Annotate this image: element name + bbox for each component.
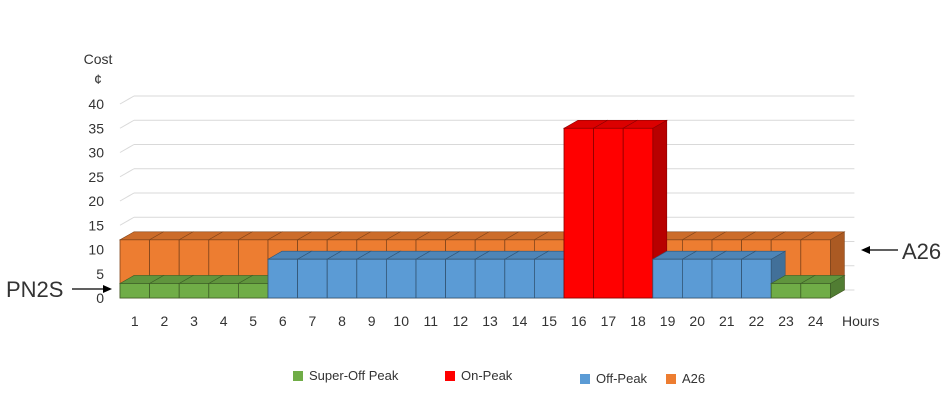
bar-front [534,258,565,299]
gridline-depth [119,216,135,226]
y-tick-label: 15 [88,217,104,233]
gridline-depth [119,119,135,129]
bar-front [208,283,239,299]
legend-label: Off-Peak [596,371,648,386]
y-axis-unit: ¢ [94,71,102,87]
annotation-a26: A26 [902,239,941,264]
x-tick-label: 18 [630,313,646,329]
bar-front [297,258,328,299]
legend-swatch [580,373,590,384]
x-tick-label: 9 [368,313,376,329]
arrow-head [861,246,870,254]
annotation-layer: PN2S A26 [6,239,941,302]
gridline-depth [119,95,135,105]
bar-front [326,258,358,299]
x-tick-label: 16 [571,313,587,329]
y-tick-label: 35 [88,120,104,136]
bar-front [593,127,624,299]
gridline-depth [119,144,135,153]
x-tick-label: 17 [601,313,617,329]
x-tick-label: 3 [190,313,198,329]
bar-front [445,258,476,299]
bar-front [356,258,387,299]
gridline-depth [119,168,135,178]
bar-front [711,258,743,299]
y-axis-title: Cost [84,51,113,67]
legend-swatch [666,373,676,384]
bar-front [178,283,210,299]
bar-front [622,127,654,299]
y-tick-label: 40 [88,96,104,112]
x-tick-label: 21 [719,313,735,329]
bar-front [267,258,299,299]
legend-label: On-Peak [461,368,513,383]
y-tick-label: 10 [88,242,104,258]
y-tick-label: 0 [96,290,104,306]
x-tick-label: 5 [249,313,257,329]
x-axis-title: Hours [842,313,879,329]
bar-front [504,258,535,299]
x-tick-label: 24 [808,313,824,329]
legend-item-on-peak: On-Peak [445,368,512,383]
x-tick-label: 22 [749,313,765,329]
bar-front [770,283,802,299]
bar-front [237,283,269,299]
x-tick-label: 1 [131,313,139,329]
y-tick-label: 5 [96,266,104,282]
legend-item-super-off-peak: Super-Off Peak [293,368,398,383]
x-tick-label: 11 [424,313,439,329]
legend-label: A26 [682,371,706,386]
x-tick-label: 2 [161,313,169,329]
legend-swatch [293,370,303,381]
bar-front [800,283,831,299]
x-tick-label: 6 [279,313,287,329]
x-tick-label: 23 [778,313,794,329]
bar-front [474,258,506,299]
legend: Super-Off Peak On-Peak Off-Peak A26 [0,368,951,392]
x-tick-label: 10 [393,313,409,329]
legend-swatch [445,370,455,381]
bar-front [119,283,151,299]
x-tick-label: 4 [220,313,228,329]
x-tick-label: 13 [482,313,498,329]
x-tick-label: 20 [689,313,705,329]
x-tick-label: 15 [541,313,557,329]
annotation-pn2s: PN2S [6,277,63,302]
arrow-head [103,285,112,293]
bar-front [741,258,772,299]
bar-front [563,127,595,299]
front-series-layer [118,119,846,299]
legend-item-off-peak: Off-Peak [580,371,647,386]
bar-on-peak-18 [622,119,668,299]
bar-super-off-peak-24 [799,274,846,299]
gridline-depth [119,192,135,202]
bar-front [385,258,417,299]
y-tick-label: 30 [88,145,104,161]
bar-front [415,258,447,299]
x-tick-label: 14 [512,313,528,329]
legend-item-a26: A26 [666,371,705,386]
x-tick-label: 19 [660,313,676,329]
x-tick-label: 12 [453,313,469,329]
bar-front [682,258,713,299]
bar-front [652,258,683,299]
legend-label: Super-Off Peak [309,368,399,383]
y-tick-label: 25 [88,169,104,185]
x-tick-label: 8 [338,313,346,329]
bar-front [149,283,180,299]
y-tick-label: 20 [88,193,104,209]
x-tick-label: 7 [309,313,317,329]
